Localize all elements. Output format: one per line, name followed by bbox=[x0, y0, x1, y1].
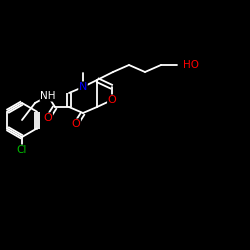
Text: O: O bbox=[44, 113, 52, 123]
Text: HO: HO bbox=[183, 60, 199, 70]
Text: N: N bbox=[79, 82, 87, 92]
Text: O: O bbox=[72, 119, 80, 129]
Text: O: O bbox=[108, 95, 116, 105]
Text: Cl: Cl bbox=[17, 145, 27, 155]
Text: NH: NH bbox=[40, 91, 56, 101]
